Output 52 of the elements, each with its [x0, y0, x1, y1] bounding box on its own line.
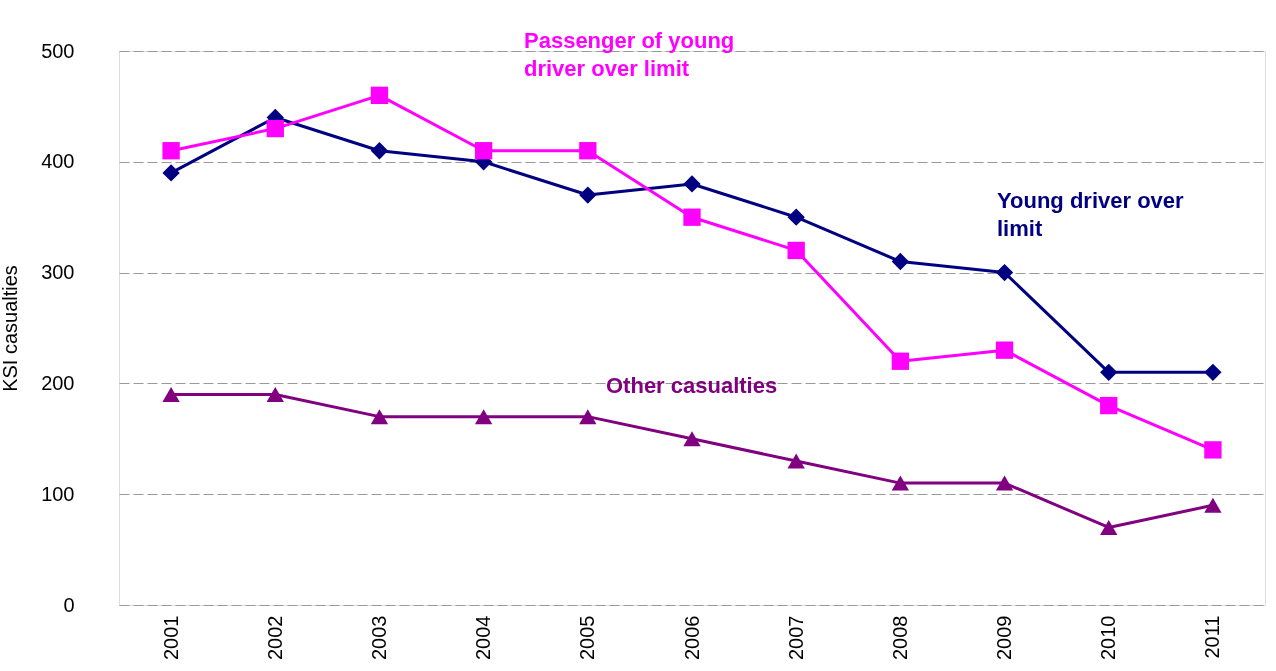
point: [1100, 363, 1118, 381]
point: [787, 208, 805, 226]
point: [787, 453, 805, 469]
y-tick-label: 0: [63, 593, 75, 616]
x-tick-label: 2001: [159, 615, 182, 660]
series-label: Young driver over limit: [997, 188, 1185, 241]
point: [683, 208, 701, 226]
point: [474, 409, 493, 425]
series-label: Other casualties: [606, 373, 778, 398]
y-tick-label: 400: [41, 150, 75, 173]
point: [787, 241, 805, 260]
point: [995, 263, 1014, 282]
y-axis-title: KSI casualties: [0, 265, 22, 392]
x-tick-label: 2006: [680, 615, 703, 660]
point: [370, 142, 389, 160]
x-tick-label: 2011: [1201, 615, 1224, 659]
x-tick-label: 2010: [1097, 615, 1120, 660]
x-tick-label: 2008: [888, 615, 911, 660]
y-tick-label: 300: [41, 261, 75, 284]
point: [474, 142, 493, 160]
point: [683, 431, 701, 447]
point: [891, 352, 910, 370]
x-tick-label: 2009: [993, 615, 1016, 660]
point: [162, 386, 180, 402]
point: [1204, 441, 1222, 459]
x-tick-label: 2007: [784, 615, 807, 660]
point: [1100, 396, 1118, 415]
point: [370, 86, 389, 104]
point: [1204, 363, 1222, 381]
y-tick-label: 200: [41, 371, 75, 394]
point: [579, 409, 597, 425]
point: [370, 409, 389, 425]
point: [1204, 497, 1222, 513]
point: [266, 386, 284, 402]
text: Passenger of young driver over limit: [524, 28, 735, 81]
point: [162, 142, 180, 160]
x-tick-label: 2003: [367, 615, 390, 660]
point: [891, 252, 910, 271]
point: [891, 475, 910, 491]
point: [995, 341, 1014, 359]
point: [266, 119, 284, 138]
point: [579, 186, 597, 204]
x-tick-label: 2002: [263, 615, 286, 660]
y-tick-label: 500: [41, 39, 75, 62]
point: [995, 475, 1014, 491]
point: [683, 175, 701, 193]
x-tick-label: 2004: [472, 615, 495, 660]
point: [162, 164, 180, 182]
point: [579, 142, 597, 160]
x-tick-label: 2005: [576, 615, 599, 660]
y-tick-label: 100: [41, 482, 75, 505]
point: [1100, 519, 1118, 535]
